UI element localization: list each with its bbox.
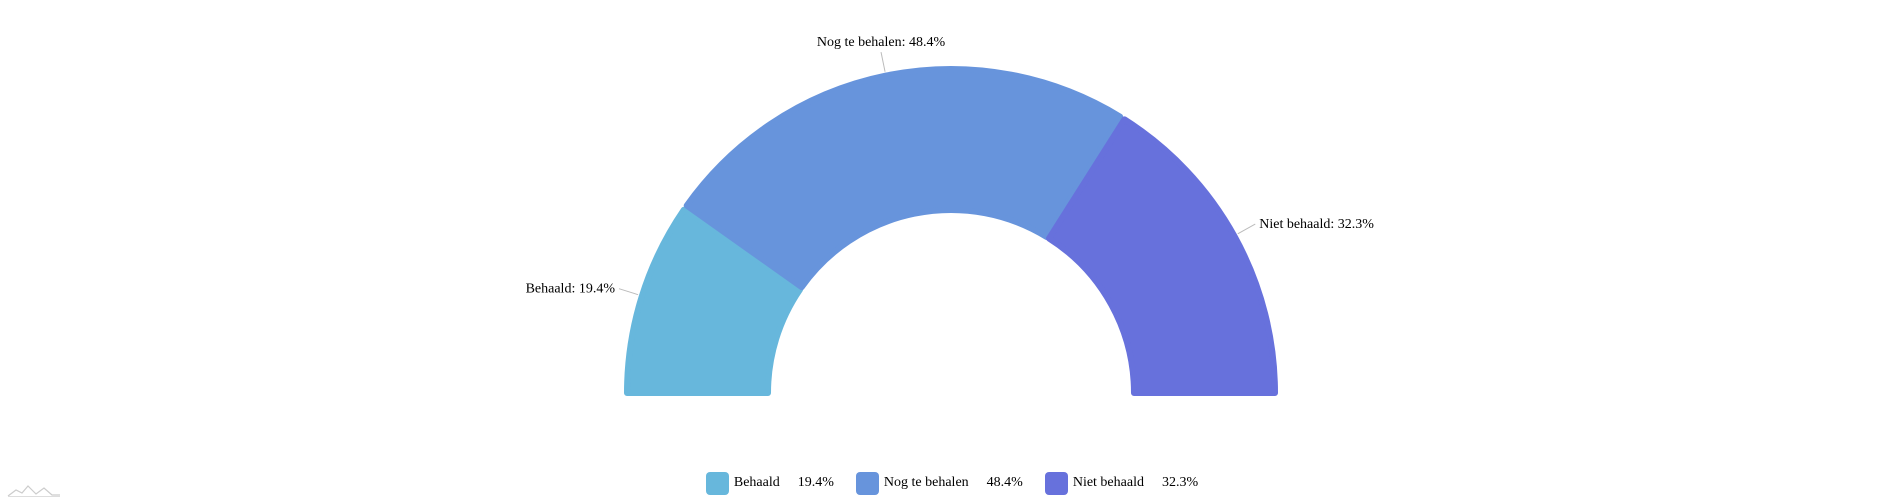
legend-value: 32.3%: [1161, 475, 1199, 490]
slice-label: Behaald: 19.4%: [526, 282, 616, 297]
legend-swatch: [855, 471, 879, 495]
label-leader-line: [1237, 223, 1256, 235]
slice-nog-te-behalen[interactable]: [683, 65, 1124, 291]
legend-item[interactable]: Behaald 19.4%: [705, 471, 834, 495]
legend-swatch: [705, 471, 729, 495]
legend-label: Nog te behalen: [883, 475, 969, 490]
slice-label: Nog te behalen: 48.4%: [817, 35, 946, 50]
slice-niet-behaald[interactable]: [1045, 116, 1278, 396]
amcharts-logo-icon: [7, 485, 60, 497]
legend-label: Behaald: [733, 475, 780, 490]
slice-behaald[interactable]: [624, 206, 804, 396]
legend-item[interactable]: Nog te behalen 48.4%: [855, 471, 1023, 495]
legend-value: 19.4%: [797, 475, 834, 490]
label-leader-line: [618, 288, 639, 296]
label-leader-line: [880, 52, 886, 72]
legend-swatch: [1044, 471, 1068, 495]
legend-value: 48.4%: [986, 475, 1023, 490]
legend-item[interactable]: Niet behaald 32.3%: [1044, 471, 1199, 495]
legend: Behaald 19.4% Nog te behalen 48.4% Niet beha…: [0, 468, 1904, 498]
slice-label: Niet behaald: 32.3%: [1259, 217, 1374, 232]
legend-label: Niet behaald: [1072, 475, 1144, 490]
